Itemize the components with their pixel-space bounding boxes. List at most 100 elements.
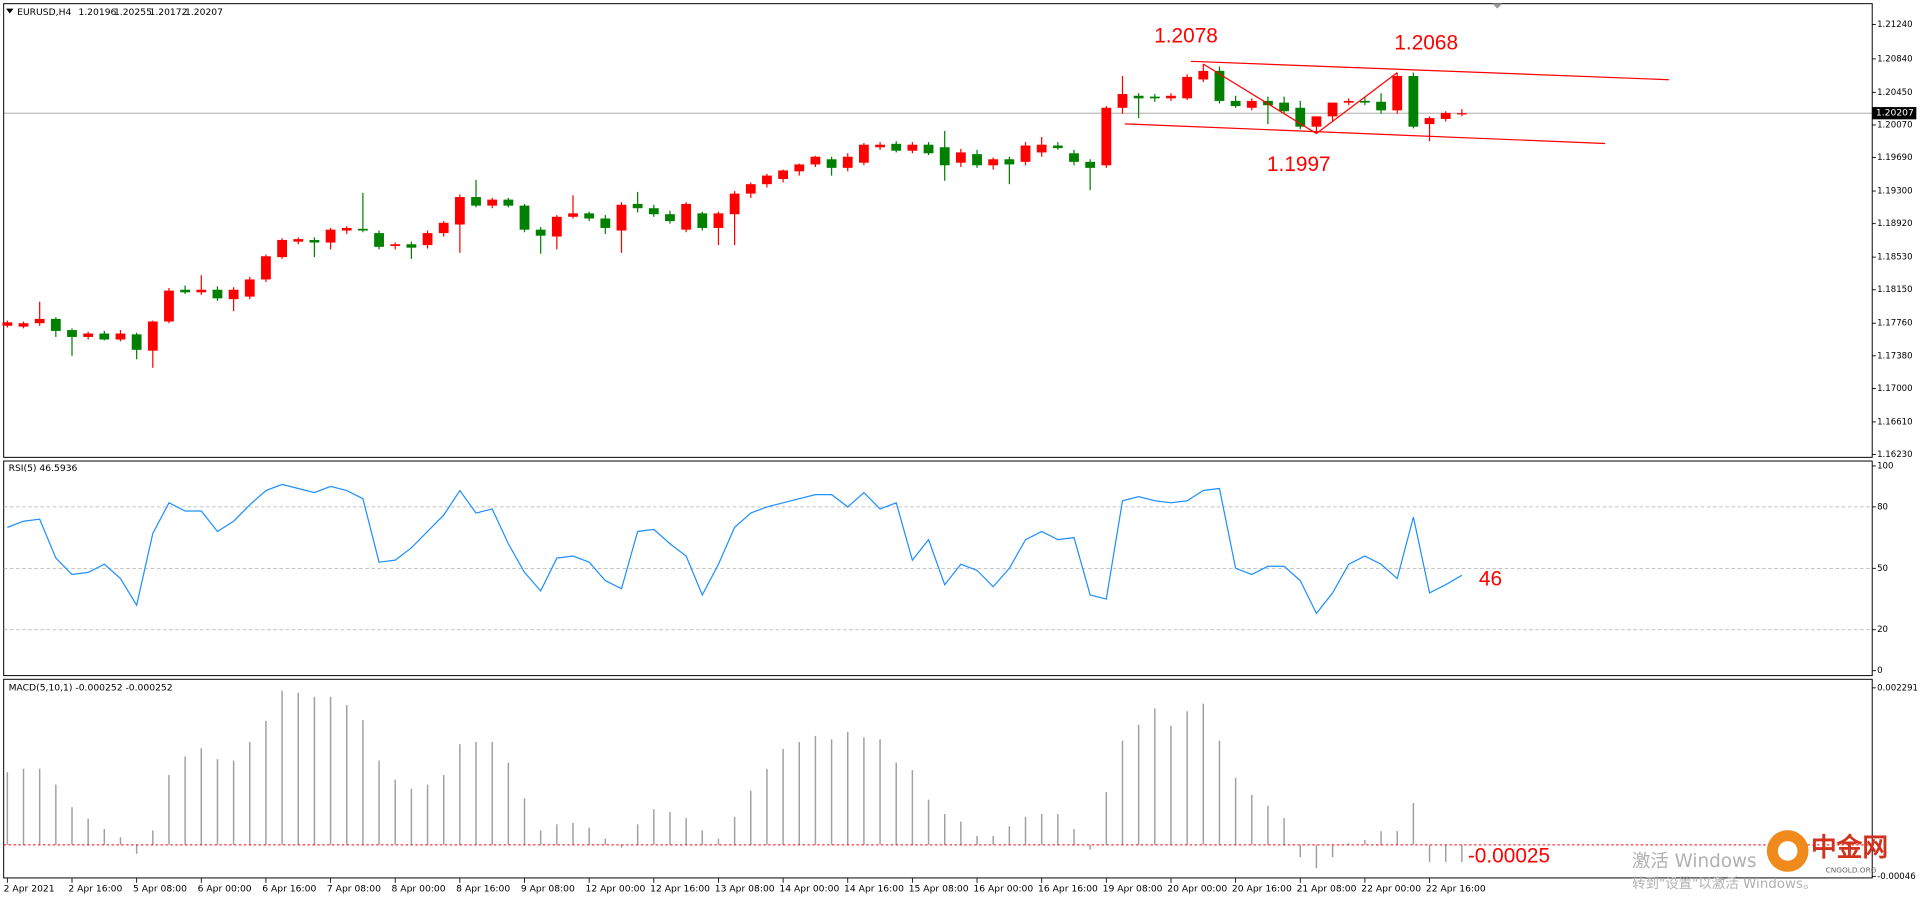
candle-body [1230, 100, 1241, 107]
y-tick-label: 1.17380 [1877, 351, 1912, 361]
x-tick-label: 22 Apr 16:00 [1426, 883, 1486, 894]
y-tick-label: 1.19690 [1877, 153, 1912, 163]
x-tick-label: 14 Apr 00:00 [779, 883, 839, 894]
y-tick-label: 1.18150 [1877, 285, 1912, 295]
main-panel [3, 3, 1873, 458]
candle-body [955, 152, 966, 163]
candle-body [196, 289, 207, 293]
macd-bar [1428, 844, 1431, 862]
candle-body [261, 256, 271, 280]
y-tick-label: 1.17000 [1877, 384, 1912, 394]
x-tick-label: 5 Apr 08:00 [133, 883, 187, 894]
x-tick-label: 8 Apr 00:00 [392, 883, 446, 894]
candle-body [1343, 100, 1354, 103]
candle-body [50, 318, 61, 331]
macd-bar [135, 844, 138, 854]
macd-bar [442, 774, 445, 845]
annotation: 1.1997 [1267, 153, 1331, 176]
macd-bar [1348, 843, 1350, 845]
candle-body [891, 143, 902, 151]
candle-body [325, 229, 336, 243]
logo-text: 中金网 [1811, 832, 1888, 863]
macd-bar [669, 811, 671, 845]
candle-body [212, 289, 223, 299]
macd-bar [539, 830, 542, 845]
macd-bar [830, 739, 833, 845]
candle-body [551, 216, 562, 237]
candle-body [99, 333, 110, 340]
y-tick-label: 1.18920 [1877, 219, 1912, 229]
x-tick-label: 6 Apr 00:00 [198, 883, 252, 894]
menu-triangle[interactable] [6, 8, 14, 14]
x-tick-label: 19 Apr 08:00 [1103, 883, 1163, 894]
candle-body [1392, 76, 1403, 111]
annotation: 1.2078 [1154, 24, 1218, 47]
macd-bar [1105, 792, 1108, 845]
macd-bar [895, 762, 897, 845]
candle-body [357, 228, 368, 231]
candle-body [34, 318, 45, 324]
candle-body [244, 279, 255, 297]
shift-marker [1492, 3, 1503, 9]
candle-body [1440, 112, 1451, 119]
candle-body [83, 333, 94, 337]
macd-bar [1299, 844, 1301, 858]
zigzag-line [1202, 63, 1398, 135]
macd-bar [475, 742, 477, 845]
candle-body [487, 199, 498, 206]
macd-bar [1186, 711, 1188, 845]
candle-body [147, 321, 158, 351]
macd-bar [1121, 740, 1124, 845]
macd-bar [1218, 740, 1221, 845]
candle-body [67, 330, 77, 337]
macd-bar [604, 838, 607, 845]
candle-body [535, 229, 546, 236]
macd-bar [1073, 829, 1075, 845]
x-tick-label: 22 Apr 00:00 [1361, 883, 1421, 894]
annotation: -0.00025 [1468, 845, 1550, 868]
macd-bar [1267, 805, 1269, 845]
macd-bar [863, 737, 865, 845]
x-tick-label: 12 Apr 00:00 [585, 883, 645, 894]
macd-bar [87, 818, 89, 845]
candle-body [794, 164, 805, 172]
x-tick-label: 12 Apr 16:00 [650, 883, 710, 894]
candle-body [277, 239, 287, 258]
candle-body [729, 193, 740, 215]
channel-line [1124, 123, 1606, 145]
candle-body [1052, 145, 1063, 149]
candle-body [584, 213, 595, 219]
price-label: 1.20207 [1876, 108, 1914, 119]
y-tick-label: 80 [1877, 502, 1888, 512]
x-tick-label: 15 Apr 08:00 [909, 883, 969, 894]
macd-bar [459, 744, 461, 845]
candle-body [568, 213, 578, 217]
candle-body [762, 175, 772, 185]
candle-body [293, 239, 304, 242]
x-tick-label: 16 Apr 00:00 [973, 883, 1033, 894]
x-tick-label: 14 Apr 16:00 [844, 883, 904, 894]
x-tick-label: 2 Apr 16:00 [68, 883, 122, 894]
candle-body [309, 239, 320, 243]
x-tick-label: 20 Apr 00:00 [1167, 883, 1227, 894]
candle-body [875, 144, 885, 148]
candle-body [907, 144, 918, 151]
macd-bar [847, 731, 849, 845]
candle-body [810, 156, 821, 165]
y-tick-label: 20 [1877, 625, 1888, 635]
candle-body [1295, 107, 1306, 127]
macd-bar [1024, 816, 1027, 845]
candle-body [1036, 144, 1047, 153]
candle-body [842, 156, 853, 168]
macd-bar [1202, 703, 1205, 845]
macd-bar [38, 768, 41, 845]
rsi-line [7, 483, 1463, 615]
macd-panel [3, 678, 1873, 879]
macd-bar [636, 824, 639, 845]
candle-body [131, 334, 142, 350]
macd-bar [798, 742, 800, 845]
macd-bar [1089, 844, 1091, 850]
candle-body [519, 205, 530, 230]
